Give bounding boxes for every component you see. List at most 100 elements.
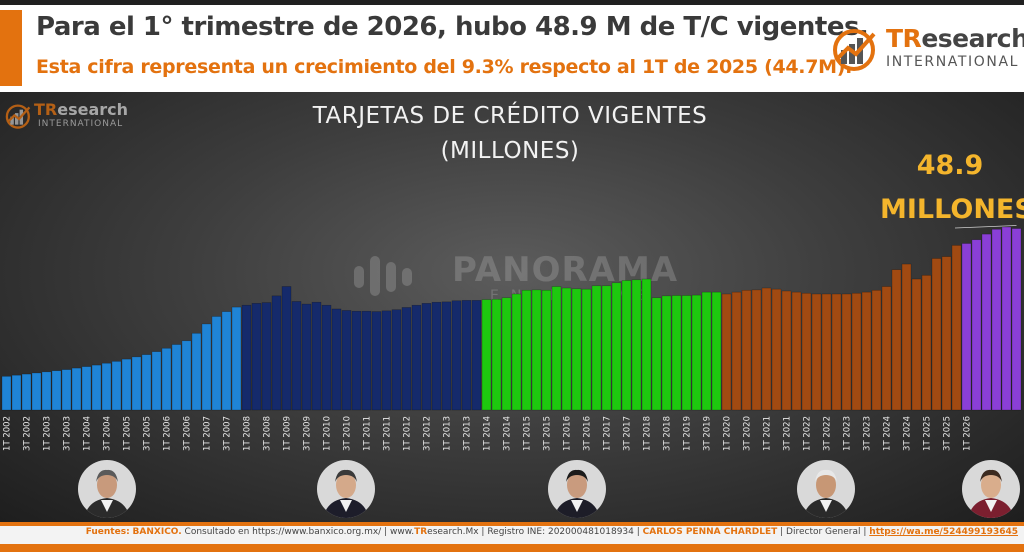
bar	[661, 295, 672, 411]
bar	[521, 289, 532, 411]
bar	[151, 351, 162, 411]
bar	[491, 298, 502, 411]
bar	[511, 293, 522, 411]
x-tick-label: 3T 2025	[943, 416, 953, 451]
bar	[321, 304, 332, 411]
x-tick-label: 1T 2015	[523, 416, 533, 451]
logo-small-brand: TResearch	[34, 100, 129, 119]
bar	[721, 293, 732, 411]
x-tick-label: 3T 2010	[343, 416, 353, 451]
bar	[191, 332, 202, 411]
x-tick-label: 1T 2021	[763, 416, 773, 451]
bar	[451, 300, 462, 411]
bar	[931, 258, 942, 411]
bottom-accent-bar	[0, 544, 1024, 552]
bar	[11, 374, 22, 411]
bar	[371, 311, 382, 411]
x-tick-label: 3T 2018	[663, 416, 673, 451]
x-tick-label: 1T 2022	[803, 416, 813, 451]
bar	[271, 295, 282, 411]
bar	[261, 302, 272, 411]
bar	[161, 347, 172, 411]
x-tick-label: 3T 2019	[703, 416, 713, 451]
x-tick-label: 3T 2006	[183, 416, 193, 451]
bar	[21, 373, 32, 411]
x-tick-label: 3T 2017	[623, 416, 633, 451]
bar	[391, 309, 402, 411]
x-tick-label: 3T 2008	[263, 416, 273, 451]
bar	[561, 287, 572, 411]
bar	[961, 243, 972, 411]
headline: Para el 1° trimestre de 2026, hubo 48.9 …	[36, 12, 869, 42]
bar	[631, 279, 642, 411]
bar	[761, 287, 772, 411]
chart-subtitle: (MILLONES)	[440, 138, 580, 164]
bar	[221, 311, 232, 411]
footer-divider	[0, 522, 1024, 526]
bar	[291, 301, 302, 411]
bar	[601, 285, 612, 411]
x-tick-label: 3T 2004	[103, 416, 113, 451]
callout-unit: MILLONES	[880, 194, 1024, 225]
bar	[251, 303, 262, 411]
bar	[991, 228, 1002, 411]
bar	[591, 285, 602, 411]
bar	[921, 274, 932, 411]
bar	[231, 306, 242, 411]
bar	[941, 256, 952, 411]
bar	[621, 280, 632, 411]
sheinbaum-avatar	[962, 460, 1020, 518]
watermark-icon	[354, 256, 412, 296]
portrait-icon	[962, 460, 1020, 518]
x-tick-label: 1T 2026	[963, 416, 973, 451]
bar	[841, 293, 852, 411]
bar	[471, 300, 482, 411]
whatsapp-link[interactable]: https://wa.me/524499193645	[869, 527, 1018, 537]
x-tick-label: 1T 2014	[483, 416, 493, 451]
headline-accent-bar	[0, 10, 22, 86]
bar	[811, 293, 822, 411]
x-tick-label: 1T 2016	[563, 416, 573, 451]
tresearch-logo: TResearch INTERNATIONAL	[830, 24, 1024, 76]
x-tick-label: 3T 2002	[23, 416, 33, 451]
bar	[411, 304, 422, 411]
calderon-avatar	[317, 460, 375, 518]
x-tick-label: 1T 2024	[883, 416, 893, 451]
bar	[791, 291, 802, 411]
portrait-icon	[78, 460, 136, 518]
x-tick-label: 3T 2013	[463, 416, 473, 451]
bar	[331, 308, 342, 411]
credit-cards-bar-chart: 1T 2002 3T 2002 1T 2003 3T 2003 1T 2004 3T 20…	[1, 225, 1022, 451]
amlo-avatar	[797, 460, 855, 518]
logo-sub: INTERNATIONAL	[886, 54, 1020, 70]
bar	[901, 263, 912, 411]
x-tick-label: 1T 2006	[163, 416, 173, 451]
bar	[851, 292, 862, 411]
x-tick-label: 3T 2007	[223, 416, 233, 451]
x-tick-label: 3T 2012	[423, 416, 433, 451]
x-tick-label: 1T 2005	[123, 416, 133, 451]
bar	[211, 316, 222, 411]
bar	[731, 291, 742, 411]
chart-logo-small-icon	[5, 104, 31, 129]
bar	[871, 289, 882, 411]
bar	[531, 289, 542, 411]
bar	[441, 301, 452, 411]
bar	[911, 278, 922, 411]
bar	[431, 301, 442, 411]
bar	[881, 286, 892, 411]
bar	[781, 290, 792, 411]
x-tick-label: 1T 2017	[603, 416, 613, 451]
bar	[61, 369, 72, 411]
tresearch-logo-small: TResearch INTERNATIONAL	[4, 100, 128, 136]
bar	[651, 297, 662, 411]
bar	[101, 362, 112, 411]
bar	[571, 288, 582, 411]
bar	[141, 354, 152, 411]
bar	[801, 292, 812, 411]
x-tick-label: 3T 2024	[903, 416, 913, 451]
bar	[751, 289, 762, 411]
x-tick-label: 1T 2023	[843, 416, 853, 451]
bar	[171, 344, 182, 411]
